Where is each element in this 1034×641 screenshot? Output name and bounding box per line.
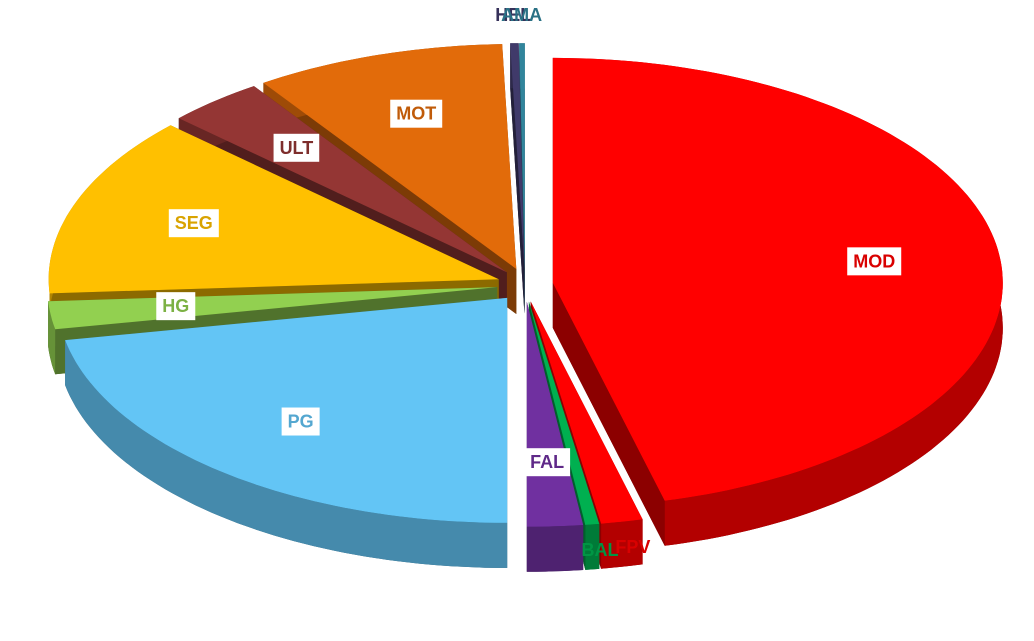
slice (510, 43, 525, 269)
data-label: HG (162, 296, 189, 316)
pie (48, 43, 1003, 572)
slice-side (601, 519, 643, 569)
slice (530, 301, 643, 524)
data-label: ULT (280, 138, 314, 158)
slice-side (585, 523, 600, 570)
slice (528, 301, 600, 525)
slice (178, 86, 507, 273)
label-box (524, 448, 571, 477)
label-box (273, 133, 320, 162)
slice-side (510, 43, 525, 314)
data-label: HEL (495, 5, 531, 25)
slice (263, 44, 517, 269)
data-label: AMA (501, 5, 542, 25)
label-box (847, 247, 902, 276)
label-box (156, 292, 196, 321)
label-box (390, 99, 443, 128)
data-label: MOT (396, 104, 436, 124)
data-label: BAL (581, 540, 618, 560)
slice (48, 125, 499, 294)
slice-side (526, 525, 584, 572)
slice (552, 57, 1003, 501)
label-box (168, 209, 219, 238)
data-label: PG (288, 412, 314, 432)
slice-side (65, 340, 508, 568)
data-label: FAL (530, 452, 564, 472)
label-box (281, 407, 320, 436)
data-label: FPV (615, 537, 650, 557)
slice-side (552, 282, 665, 546)
data-label: MOD (853, 251, 895, 271)
slice-side (48, 301, 56, 375)
slice (519, 43, 525, 269)
data-label: SEG (175, 213, 213, 233)
